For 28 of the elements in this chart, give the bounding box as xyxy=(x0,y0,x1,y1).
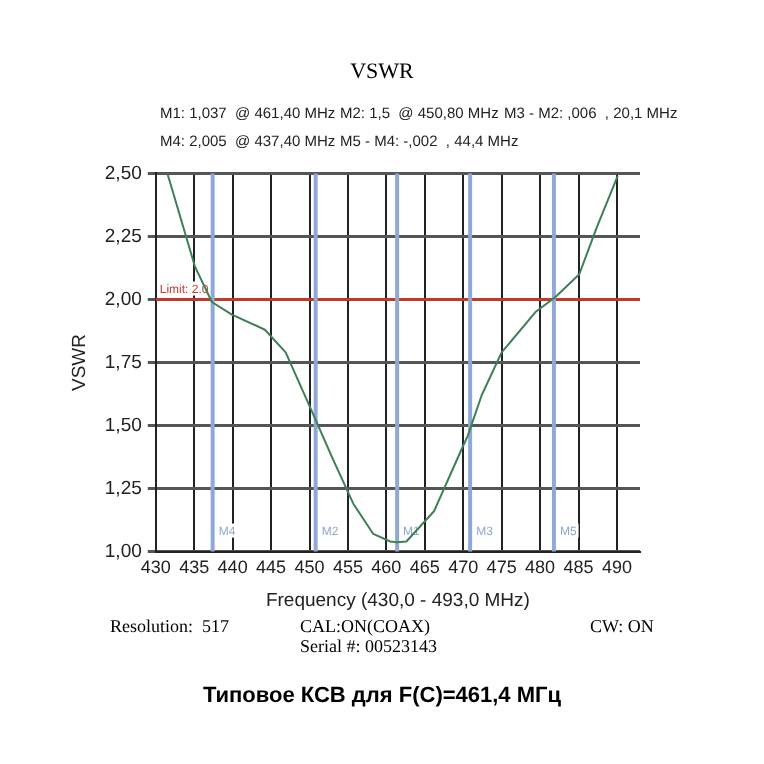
y-tick-label: 2,00 xyxy=(104,288,142,311)
text: Resolution: 517 xyxy=(110,616,230,636)
y-tick-label: 1,50 xyxy=(104,414,142,437)
x-tick-label: 490 xyxy=(601,557,632,578)
x-tick-label: 485 xyxy=(563,557,594,578)
x-tick-label: 445 xyxy=(256,557,287,578)
y-axis-title: VSWR xyxy=(68,333,91,391)
y-tick-label: 2,50 xyxy=(104,162,142,185)
x-tick-label: 430 xyxy=(140,557,171,578)
text: CW: ON xyxy=(590,616,654,636)
x-tick-label: 475 xyxy=(486,557,517,578)
chart-title: VSWR xyxy=(348,60,416,84)
text: Типовое КСВ для F(C)=461,4 МГц xyxy=(200,684,564,708)
x-tick-label: 455 xyxy=(332,557,363,578)
x-tick-label: 465 xyxy=(409,557,440,578)
y-tick-label: 1,25 xyxy=(104,477,142,500)
x-tick-label: 470 xyxy=(448,557,479,578)
x-tick-label: 480 xyxy=(525,557,556,578)
text: CAL:ON(COAX) xyxy=(300,616,430,636)
text: Serial #: 00523143 xyxy=(300,636,437,656)
y-tick-label: 2,25 xyxy=(104,225,142,248)
x-tick-label: 435 xyxy=(179,557,210,578)
x-tick-label: 460 xyxy=(371,557,402,578)
y-tick-label: 1,00 xyxy=(104,540,142,563)
x-tick-label: 440 xyxy=(217,557,248,578)
x-tick-label: 450 xyxy=(294,557,325,578)
x-axis-title: Frequency (430,0 - 493,0 MHz) xyxy=(265,589,530,612)
y-tick-label: 1,75 xyxy=(104,351,142,374)
